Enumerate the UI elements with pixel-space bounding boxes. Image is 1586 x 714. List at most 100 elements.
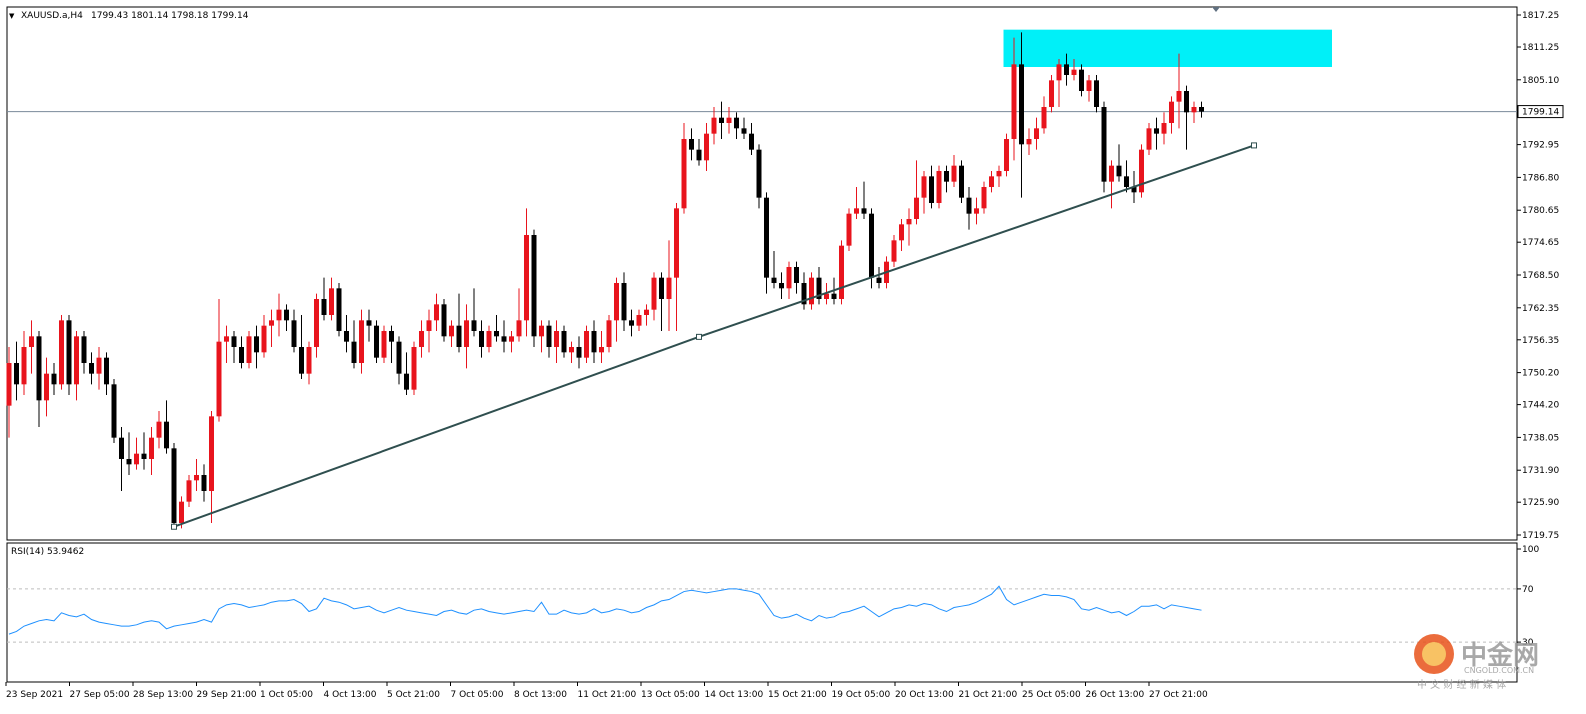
candle-body [404,373,409,390]
candle-body [6,363,12,406]
candle-body [749,133,754,150]
candle-body [989,176,994,187]
candle-body [434,304,439,321]
candle-body [479,331,484,347]
candle-body [89,363,94,374]
candle-body [899,224,904,241]
watermark-domain: CNGOLD.COM.CN [1464,666,1534,675]
rsi-layer [7,585,1517,643]
candle-body [426,320,432,331]
candle-body [741,128,747,134]
candle-body [411,347,417,390]
candle-body [314,299,319,347]
candle-body [1109,165,1114,182]
price-axis: 1817.25 1811.25 1805.10 1799.14 1792.95 1786.… [1517,11,1564,541]
candle-body [614,283,619,321]
candle-body [1154,128,1159,134]
chart-shift-marker-icon[interactable] [1212,7,1220,12]
candle-body [606,320,612,347]
candle-body [666,277,672,299]
candle-body [719,117,724,123]
trendline-anchor-icon [1251,142,1257,149]
time-axis: 23 Sep 2021 27 Sep 05:00 28 Sep 13:00 29 Se… [5,682,1208,700]
price-tick-label: 1750.20 [1522,369,1559,379]
rsi-tick-label: 30 [1522,638,1534,648]
candle-body [1184,91,1189,113]
price-tick-label: 1774.65 [1522,238,1559,248]
current-price-box [1517,105,1564,119]
candle-body [906,219,912,225]
candle-body [14,363,19,385]
candle-body [329,288,334,315]
price-tick-label: 1811.25 [1522,43,1559,53]
time-tick-label: 11 Oct 21:00 [578,690,637,700]
candle-body [284,309,289,321]
candle-body [299,347,304,374]
candle-body [974,208,979,214]
candle-body [546,325,552,347]
rsi-line [8,585,1202,635]
candle-body [936,171,942,203]
candle-body [659,277,664,299]
price-tick-label: 1731.90 [1522,466,1559,476]
candle-body [1079,69,1084,91]
candle-body [1101,107,1107,182]
candle-body [831,293,837,299]
candle-body [359,320,364,363]
candle-body [1169,101,1174,123]
price-panel[interactable] [6,6,1518,541]
candle-body [104,357,109,385]
candle-body [929,176,934,203]
candle-body [246,336,252,363]
candle-body [66,320,72,385]
candle-body [321,299,327,315]
candle-body [74,336,79,385]
candle-body [1131,187,1137,193]
candle-body [869,213,874,278]
price-tick-label: 1719.75 [1522,531,1559,541]
candle-body [119,437,124,459]
candle-body [524,235,529,321]
candle-body [51,373,57,385]
candle-body [1064,64,1069,75]
candle-body [471,320,477,331]
price-tick-label: 1805.10 [1522,76,1559,86]
candle-body [171,448,177,523]
candle-body [734,117,739,129]
candle-body [711,117,717,134]
candle-body [584,331,589,358]
time-tick-label: 25 Oct 05:00 [1022,690,1081,700]
candle-body [966,197,972,214]
resistance-zone-layer [1003,29,1332,68]
time-tick-label: 7 Oct 05:00 [451,690,504,700]
candle-body [996,171,1002,177]
candle-body [516,320,522,337]
candle-body [1071,69,1077,75]
candle-body [771,277,777,283]
trendline-layer [171,142,1257,530]
price-tick-label: 1817.25 [1522,11,1559,21]
candle-body [381,331,387,358]
chart-collapse-icon[interactable]: ▼ [9,12,15,20]
candle-body [764,197,769,278]
rsi-panel[interactable] [6,542,1518,683]
candle-body [126,459,132,465]
candle-body [216,341,222,417]
candle-body [209,416,214,491]
candle-body [636,315,642,326]
trendline-anchor-icon [696,333,702,340]
candle-body [351,341,357,363]
rsi-tick-label: 100 [1522,545,1539,555]
candle-body [366,320,372,326]
ohlc-readout: 1799.43 1801.14 1798.18 1799.14 [91,11,249,21]
time-tick-label: 23 Sep 2021 [6,690,63,700]
candle-body [441,304,447,337]
candle-body [704,133,709,161]
time-tick-label: 13 Oct 05:00 [641,690,700,700]
candle-body [1176,91,1182,102]
candle-body [231,336,237,347]
candle-body [726,117,732,123]
candle-body [36,336,42,401]
